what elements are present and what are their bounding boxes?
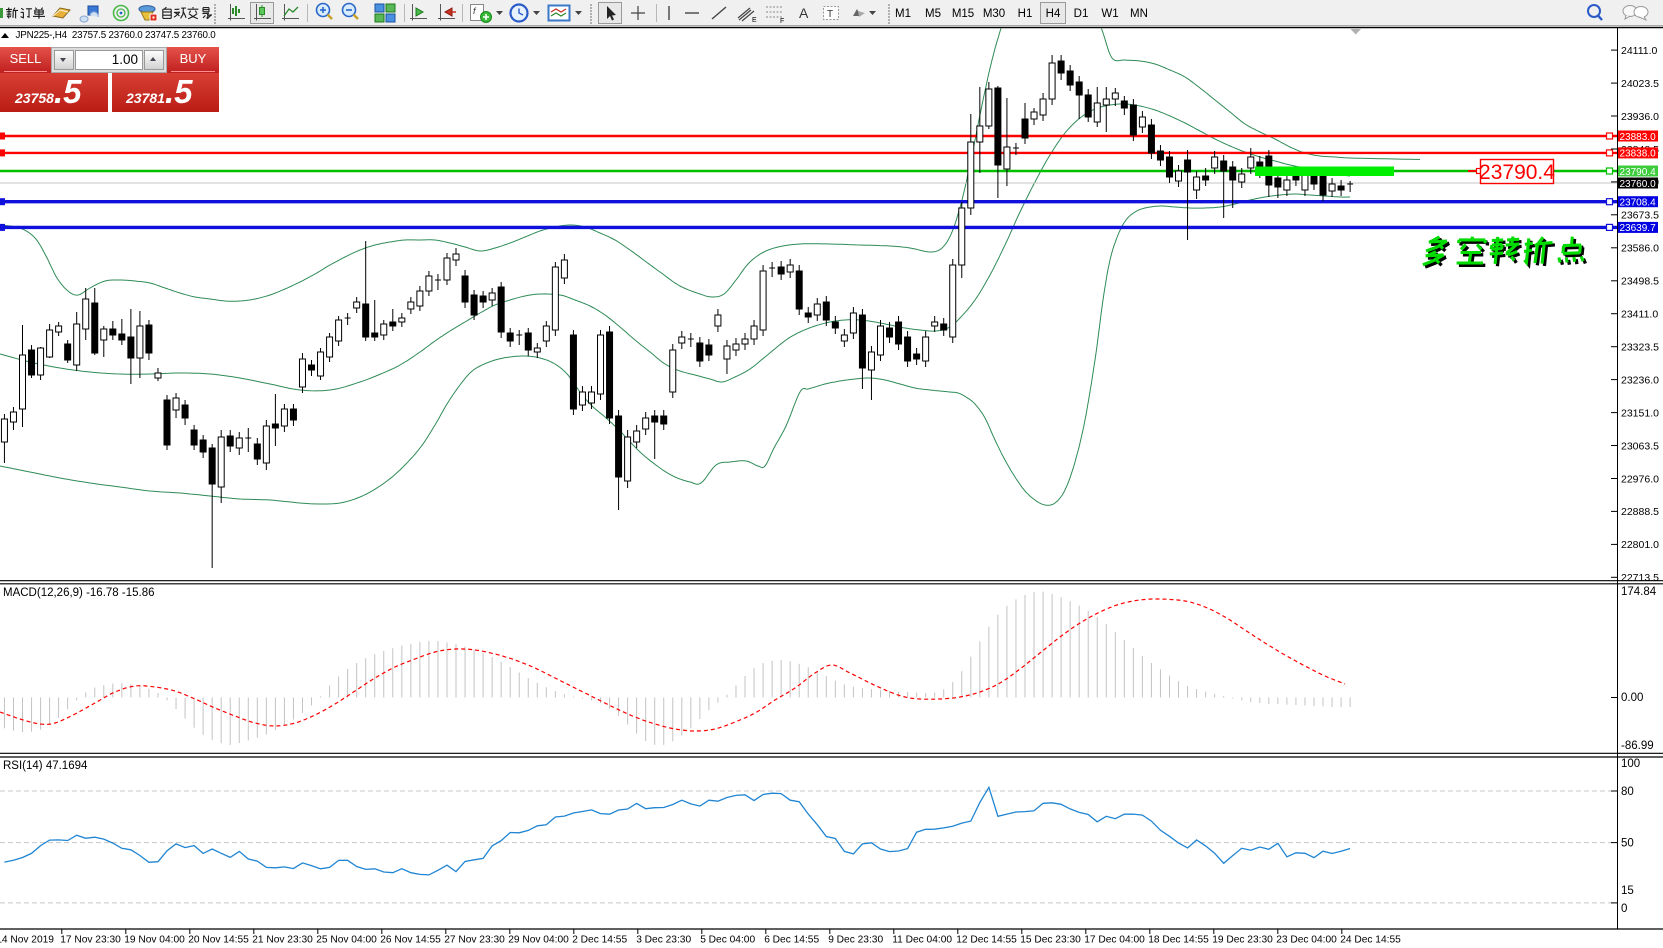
svg-text:23708.4: 23708.4 <box>1620 198 1657 209</box>
svg-text:23883.0: 23883.0 <box>1620 132 1657 143</box>
svg-text:6 Dec 14:55: 6 Dec 14:55 <box>764 935 819 946</box>
svg-text:23838.0: 23838.0 <box>1620 149 1657 160</box>
svg-text:22801.0: 22801.0 <box>1621 539 1659 551</box>
svg-text:-86.99: -86.99 <box>1621 740 1654 752</box>
svg-text:100: 100 <box>1621 758 1640 770</box>
svg-text:3 Dec 23:30: 3 Dec 23:30 <box>636 935 691 946</box>
svg-text:18 Dec 14:55: 18 Dec 14:55 <box>1148 935 1209 946</box>
svg-text:23760.0: 23760.0 <box>1620 179 1657 190</box>
svg-text:24 Dec 14:55: 24 Dec 14:55 <box>1340 935 1401 946</box>
svg-text:MN: MN <box>1130 8 1148 20</box>
svg-text:D1: D1 <box>1074 8 1089 20</box>
svg-text:11 Dec 04:00: 11 Dec 04:00 <box>892 935 952 946</box>
svg-text:H1: H1 <box>1018 8 1033 20</box>
svg-text:T: T <box>827 9 833 20</box>
svg-text:23411.0: 23411.0 <box>1621 309 1658 321</box>
svg-text:15 Dec 23:30: 15 Dec 23:30 <box>1020 935 1081 946</box>
svg-text:2 Dec 14:55: 2 Dec 14:55 <box>572 935 627 946</box>
svg-text:22888.5: 22888.5 <box>1621 506 1659 518</box>
svg-text:9 Dec 23:30: 9 Dec 23:30 <box>828 935 883 946</box>
svg-text:24023.5: 24023.5 <box>1621 78 1659 90</box>
svg-text:M30: M30 <box>983 8 1005 20</box>
svg-text:23639.7: 23639.7 <box>1620 223 1657 234</box>
svg-text:RSI(14) 47.1694: RSI(14) 47.1694 <box>3 760 88 772</box>
svg-text:23790.4: 23790.4 <box>1479 161 1555 184</box>
svg-text:23151.0: 23151.0 <box>1621 407 1659 419</box>
svg-text:12 Dec 14:55: 12 Dec 14:55 <box>956 935 1017 946</box>
svg-text:17 Dec 04:00: 17 Dec 04:00 <box>1084 935 1145 946</box>
svg-text:24111.0: 24111.0 <box>1621 45 1658 57</box>
svg-text:M5: M5 <box>925 8 941 20</box>
svg-text:f: f <box>473 6 477 16</box>
svg-text:27 Nov 23:30: 27 Nov 23:30 <box>444 935 505 946</box>
svg-text:E: E <box>752 17 757 24</box>
svg-text:MACD(12,26,9) -16.78 -15.86: MACD(12,26,9) -16.78 -15.86 <box>3 587 155 599</box>
svg-text:23586.0: 23586.0 <box>1621 243 1659 255</box>
svg-text:26 Nov 14:55: 26 Nov 14:55 <box>380 935 441 946</box>
svg-text:M1: M1 <box>895 8 911 20</box>
svg-text:19 Dec 23:30: 19 Dec 23:30 <box>1212 935 1273 946</box>
svg-text:80: 80 <box>1621 786 1634 798</box>
svg-text:23936.0: 23936.0 <box>1621 111 1659 123</box>
svg-text:H4: H4 <box>1046 8 1061 20</box>
svg-text:29 Nov 04:00: 29 Nov 04:00 <box>508 935 569 946</box>
svg-text:23323.5: 23323.5 <box>1621 342 1659 354</box>
svg-text:F: F <box>780 18 784 25</box>
svg-text:0.00: 0.00 <box>1621 692 1643 704</box>
svg-text:23498.5: 23498.5 <box>1621 276 1659 288</box>
svg-text:23 Dec 04:00: 23 Dec 04:00 <box>1276 935 1337 946</box>
svg-text:174.84: 174.84 <box>1621 586 1657 598</box>
svg-text:5 Dec 04:00: 5 Dec 04:00 <box>700 935 755 946</box>
svg-text:23063.5: 23063.5 <box>1621 440 1659 452</box>
svg-text:17 Nov 23:30: 17 Nov 23:30 <box>60 935 121 946</box>
svg-text:22976.0: 22976.0 <box>1621 473 1659 485</box>
svg-text:21 Nov 23:30: 21 Nov 23:30 <box>252 935 313 946</box>
svg-text:23673.5: 23673.5 <box>1621 210 1659 222</box>
svg-text:A: A <box>799 5 809 21</box>
svg-text:50: 50 <box>1621 838 1634 850</box>
svg-text:23790.4: 23790.4 <box>1620 167 1657 178</box>
svg-text:14 Nov 2019: 14 Nov 2019 <box>0 935 54 946</box>
svg-text:20 Nov 14:55: 20 Nov 14:55 <box>188 935 249 946</box>
svg-text:0: 0 <box>1621 903 1627 915</box>
svg-text:22713.5: 22713.5 <box>1621 572 1659 584</box>
svg-text:19 Nov 04:00: 19 Nov 04:00 <box>124 935 185 946</box>
svg-text:23236.0: 23236.0 <box>1621 374 1659 386</box>
svg-text:25 Nov 04:00: 25 Nov 04:00 <box>316 935 377 946</box>
svg-text:W1: W1 <box>1101 8 1118 20</box>
svg-text:M15: M15 <box>952 8 974 20</box>
svg-text:15: 15 <box>1621 885 1634 897</box>
